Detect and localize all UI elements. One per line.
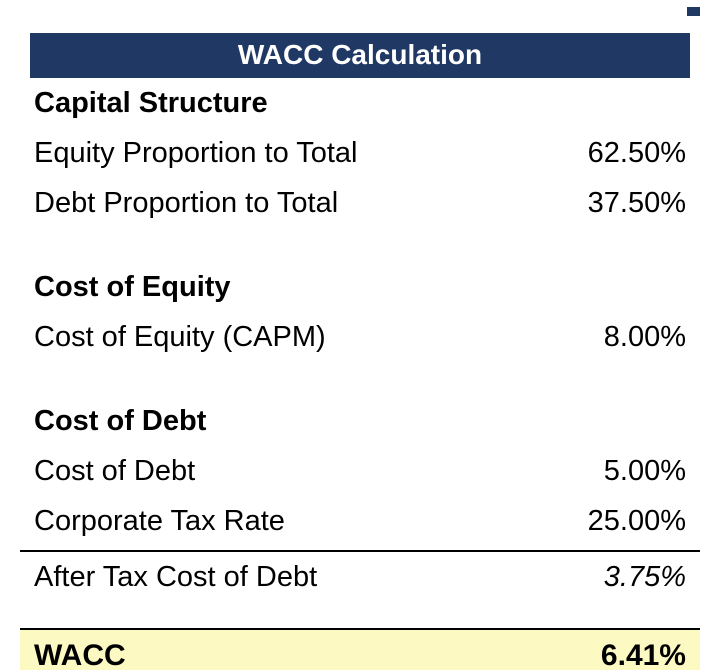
row-value: 62.50%	[587, 137, 686, 169]
section-spacer	[28, 602, 692, 628]
table-content: WACC Calculation Capital Structure Equit…	[20, 33, 700, 670]
section-heading-capital-structure: Capital Structure	[34, 87, 268, 119]
table-row-cost-of-debt: Cost of Debt 5.00%	[28, 446, 692, 496]
table-row-cost-of-equity-capm: Cost of Equity (CAPM) 8.00%	[28, 312, 692, 362]
section-spacer	[28, 228, 692, 262]
table-row-corporate-tax-rate: Corporate Tax Rate 25.00%	[28, 496, 692, 546]
row-value: 5.00%	[603, 455, 686, 487]
table-title: WACC Calculation	[30, 33, 690, 78]
corner-artifact-mark	[687, 7, 700, 16]
row-label: Corporate Tax Rate	[34, 505, 285, 537]
table-row-debt-proportion: Debt Proportion to Total 37.50%	[28, 178, 692, 228]
section-heading-cost-of-equity: Cost of Equity	[34, 271, 231, 303]
table-row-after-tax-cost-of-debt: After Tax Cost of Debt 3.75%	[28, 552, 692, 602]
row-label: Debt Proportion to Total	[34, 187, 339, 219]
section-cost-of-debt: Cost of Debt Cost of Debt 5.00% Corporat…	[20, 396, 700, 602]
row-label: Cost of Debt	[34, 455, 196, 487]
row-value: 3.75%	[603, 561, 686, 593]
row-label: Equity Proportion to Total	[34, 137, 358, 169]
section-cost-of-equity: Cost of Equity Cost of Equity (CAPM) 8.0…	[28, 262, 692, 362]
wacc-result-row: WACC 6.41%	[20, 628, 700, 670]
result-label: WACC	[34, 639, 126, 670]
table-row-equity-proportion: Equity Proportion to Total 62.50%	[28, 128, 692, 178]
row-value: 37.50%	[587, 187, 686, 219]
section-capital-structure: Capital Structure Equity Proportion to T…	[28, 78, 692, 228]
row-value: 25.00%	[587, 505, 686, 537]
result-value: 6.41%	[600, 639, 686, 670]
section-heading-cost-of-debt: Cost of Debt	[34, 405, 207, 437]
row-value: 8.00%	[603, 321, 686, 353]
section-spacer	[28, 362, 692, 396]
row-label: After Tax Cost of Debt	[34, 561, 318, 593]
subtotal-divider-line	[20, 550, 700, 552]
row-label: Cost of Equity (CAPM)	[34, 321, 326, 353]
